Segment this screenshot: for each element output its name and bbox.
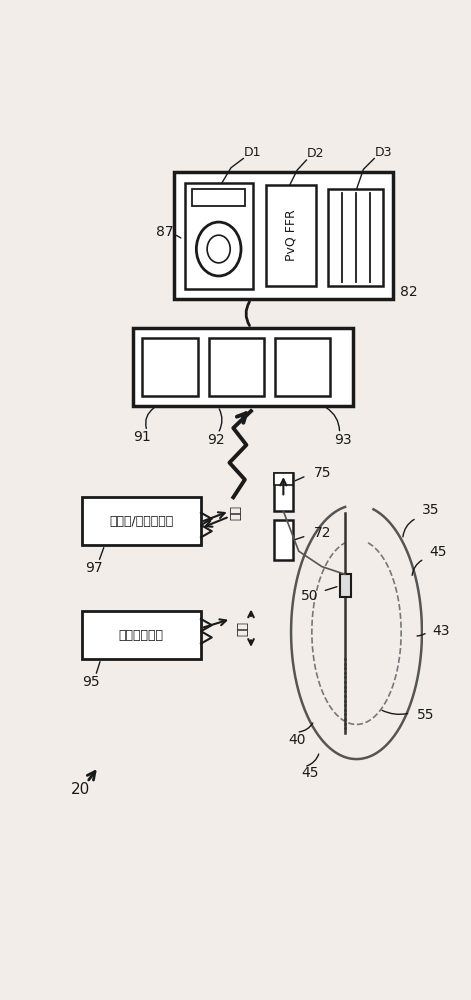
Text: D3: D3 [375, 146, 392, 159]
Text: 43: 43 [432, 624, 449, 638]
Text: 95: 95 [82, 675, 100, 689]
Text: 40: 40 [289, 733, 306, 747]
Text: 45: 45 [429, 545, 447, 559]
Text: 75: 75 [314, 466, 332, 480]
Bar [267, 185, 317, 286]
Bar [274, 473, 292, 485]
Text: 血管造影系统: 血管造影系统 [119, 629, 164, 642]
Bar [174, 172, 393, 299]
Text: 近侧: 近侧 [229, 505, 242, 520]
Bar [274, 520, 292, 560]
Text: D2: D2 [307, 147, 325, 160]
Bar [81, 611, 201, 659]
Bar [81, 497, 201, 545]
Ellipse shape [196, 222, 241, 276]
Bar [185, 183, 252, 289]
Text: 血管外/室内传感器: 血管外/室内传感器 [109, 515, 173, 528]
Text: 97: 97 [85, 561, 103, 575]
Text: 50: 50 [300, 589, 318, 603]
Text: 55: 55 [416, 708, 434, 722]
Text: 远侧: 远侧 [237, 621, 250, 636]
Bar [340, 574, 351, 597]
Bar [274, 473, 292, 511]
Text: 82: 82 [399, 285, 417, 299]
Text: 45: 45 [301, 766, 318, 780]
Bar [328, 189, 383, 286]
Bar [142, 338, 198, 396]
Ellipse shape [207, 235, 230, 263]
Bar [209, 338, 264, 396]
Bar [275, 338, 330, 396]
Text: 93: 93 [334, 433, 351, 447]
Text: PvQ FFR: PvQ FFR [285, 210, 298, 261]
Text: 87: 87 [156, 225, 174, 239]
Text: D1: D1 [244, 146, 261, 159]
Text: 35: 35 [422, 503, 439, 517]
Text: 92: 92 [208, 433, 225, 447]
Text: 72: 72 [314, 526, 332, 540]
Bar [133, 328, 353, 406]
Text: 20: 20 [71, 782, 89, 797]
Text: 91: 91 [134, 430, 151, 444]
Bar [193, 189, 245, 206]
